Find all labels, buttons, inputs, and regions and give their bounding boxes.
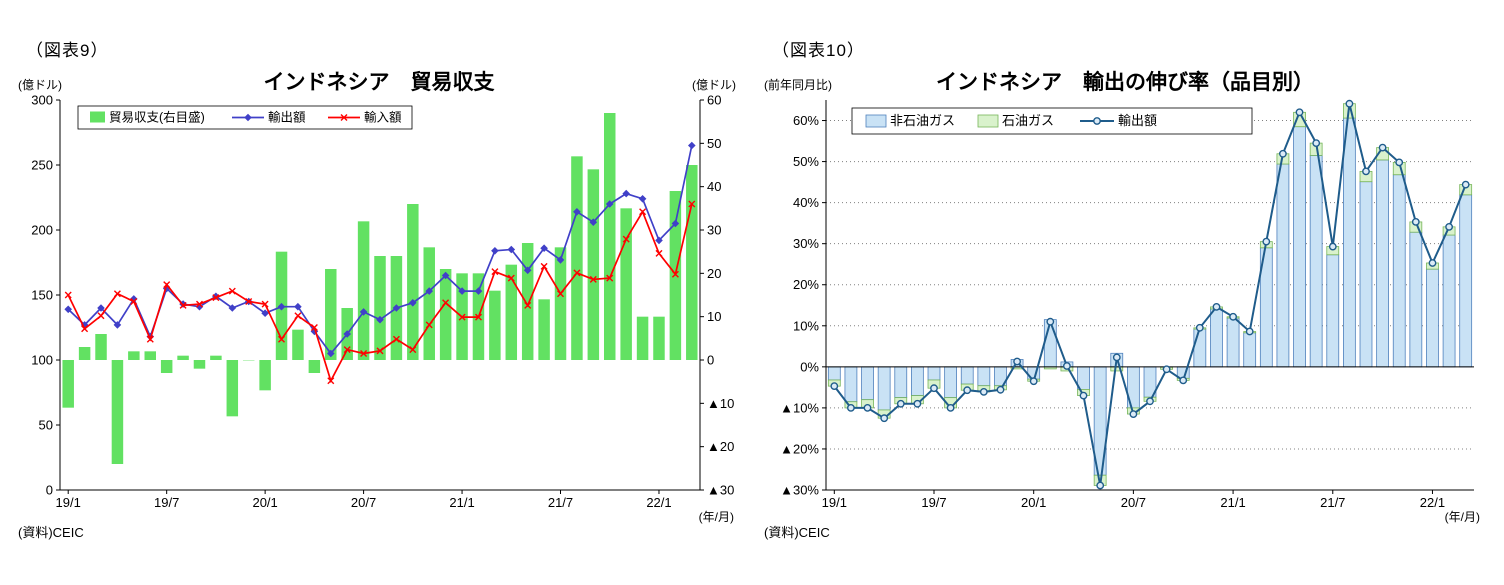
figure10-title: インドネシア 輸出の伸び率（品目別） [936,71,1314,94]
left-axis-tick-label: 250 [31,158,53,173]
left-axis-tick-label: 100 [31,353,53,368]
legend-swatch-trade-balance [90,111,105,123]
figure9-left-axis-unit: (億ドル) [18,78,62,92]
x-axis: 19/1 19/7 20/1 20/7 21/1 21/7 22/1 [56,489,700,510]
figure9-source: (資料)CEIC [18,525,84,540]
right-axis-tick-label: ▲30 [707,483,734,498]
right-axis-tick-label: 0 [707,353,714,368]
imports-line [64,200,696,385]
x-axis-tick-label: 20/7 [1121,495,1146,510]
right-axis-tick-label: 30 [707,223,721,238]
figure9-trade-balance-chart: 0 50 100 150 200 250 300 ▲30 ▲20 ▲10 0 10 20 30 40 50 60… [31,93,734,511]
y-axis-tick-label: 40% [793,195,819,210]
x-axis-tick-label: 20/7 [351,495,376,510]
legend-swatch-non-oil-gas [865,114,887,128]
left-axis-tick-label: 200 [31,223,53,238]
x-axis-tick-label: 20/1 [252,495,277,510]
figure9-label: （図表9） [26,41,109,60]
y-axis-tick-label: 50% [793,154,819,169]
legend-label-imports: 輸入額 [364,110,402,125]
x-axis-tick-label: 19/7 [154,495,179,510]
figure10-left-axis-unit: (前年同月比) [764,78,832,92]
left-axis-tick-label: 0 [46,483,53,498]
legend-label-non-oil-gas: 非石油ガス [890,113,955,128]
y-axis-tick-label: 30% [793,236,819,251]
x-axis-tick-label: 21/1 [1220,495,1245,510]
legend-label-exports: 輸出額 [1118,113,1157,128]
y-axis-tick-label: 10% [793,318,819,333]
exports-growth-line [830,99,1470,490]
figure9-title: インドネシア 貿易収支 [263,71,495,94]
y-axis-tick-label: ▲10% [780,400,819,415]
legend-swatch-oil-gas [977,114,999,128]
x-axis-tick-label: 22/1 [1420,495,1445,510]
right-axis-tick-label: 50 [707,136,721,151]
x-axis-tick-label: 21/7 [1320,495,1345,510]
left-axis: 0 50 100 150 200 250 300 [31,93,61,498]
legend-label-exports: 輸出額 [268,110,306,125]
x-axis-tick-label: 19/7 [921,495,946,510]
oil-gas-bars [827,103,1473,486]
y-axis: ▲30% ▲20% ▲10% 0% 10% 20% 30% 40% 50% 60% [780,100,827,498]
figure10-label: （図表10） [772,41,865,60]
right-axis: ▲30 ▲20 ▲10 0 10 20 30 40 50 60 [699,93,734,498]
right-axis-tick-label: ▲20 [707,439,734,454]
y-axis-tick-label: 60% [793,113,819,128]
trade-balance-bars [62,113,698,464]
right-axis-tick-label: 60 [707,93,721,108]
y-axis-tick-label: 20% [793,277,819,292]
right-axis-tick-label: 10 [707,309,721,324]
legend: 貿易収支(右目盛) 輸出額 輸入額 [77,105,413,130]
figure10-xaxis-note: (年/月) [1444,510,1480,524]
figure10-panel: （図表10） インドネシア 輸出の伸び率（品目別） (前年同月比) ▲30% ▲2… [760,26,1490,582]
legend: 非石油ガス 石油ガス 輸出額 [851,107,1253,135]
figure10-source: (資料)CEIC [764,525,830,540]
figure9-xaxis-note: (年/月) [698,510,734,524]
left-axis-tick-label: 150 [31,288,53,303]
x-axis-tick-label: 19/1 [822,495,847,510]
x-axis-tick-label: 21/7 [548,495,573,510]
x-axis: 19/1 19/7 20/1 20/7 21/1 21/7 22/1 [822,489,1474,510]
legend-label-oil-gas: 石油ガス [1002,113,1054,128]
figure10-export-growth-chart: ▲30% ▲20% ▲10% 0% 10% 20% 30% 40% 50% 60% 19/1 19/7… [780,99,1474,510]
figure9-panel: （図表9） インドネシア 貿易収支 (億ドル) (億ドル) 0 50 100 150 2… [14,26,744,582]
x-axis-tick-label: 20/1 [1021,495,1046,510]
y-axis-tick-label: ▲20% [780,441,819,456]
y-axis-tick-label: ▲30% [780,483,819,498]
right-axis-tick-label: ▲10 [707,396,734,411]
right-axis-tick-label: 20 [707,266,721,281]
x-axis-tick-label: 21/1 [449,495,474,510]
left-axis-tick-label: 300 [31,93,53,108]
figure9-right-axis-unit: (億ドル) [692,78,736,92]
right-axis-tick-label: 40 [707,179,721,194]
x-axis-tick-label: 19/1 [56,495,81,510]
legend-box [851,107,1253,135]
legend-label-trade-balance: 貿易収支(右目盛) [109,110,205,125]
left-axis-tick-label: 50 [39,418,53,433]
non-oil-gas-bars [827,117,1473,476]
y-axis-tick-label: 0% [800,359,819,374]
x-axis-tick-label: 22/1 [646,495,671,510]
